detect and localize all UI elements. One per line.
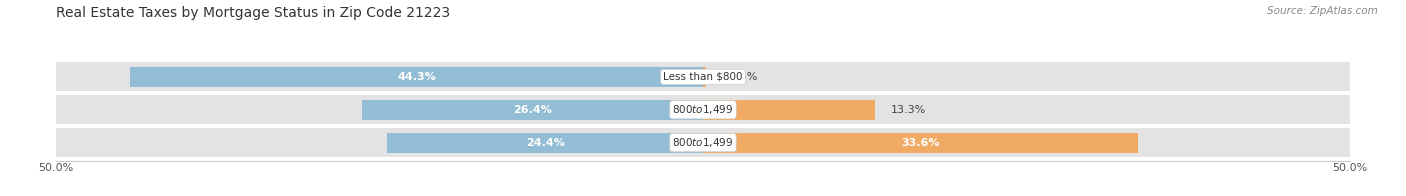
Bar [56, 62, 1350, 91]
Text: 26.4%: 26.4% [513, 105, 551, 115]
Bar [129, 67, 703, 87]
Bar [703, 133, 1137, 152]
Bar [703, 100, 875, 120]
Bar [703, 67, 706, 87]
Bar [56, 95, 1350, 124]
Bar [56, 128, 1350, 157]
Text: 44.3%: 44.3% [396, 72, 436, 82]
Text: $800 to $1,499: $800 to $1,499 [672, 103, 734, 116]
Text: $800 to $1,499: $800 to $1,499 [672, 136, 734, 149]
Text: 33.6%: 33.6% [901, 138, 939, 148]
Text: Less than $800: Less than $800 [664, 72, 742, 82]
Bar [361, 100, 703, 120]
Text: 24.4%: 24.4% [526, 138, 565, 148]
Text: Real Estate Taxes by Mortgage Status in Zip Code 21223: Real Estate Taxes by Mortgage Status in … [56, 6, 450, 20]
Bar [388, 133, 703, 152]
Text: 0.25%: 0.25% [721, 72, 758, 82]
Text: 13.3%: 13.3% [890, 105, 925, 115]
Text: Source: ZipAtlas.com: Source: ZipAtlas.com [1267, 6, 1378, 16]
